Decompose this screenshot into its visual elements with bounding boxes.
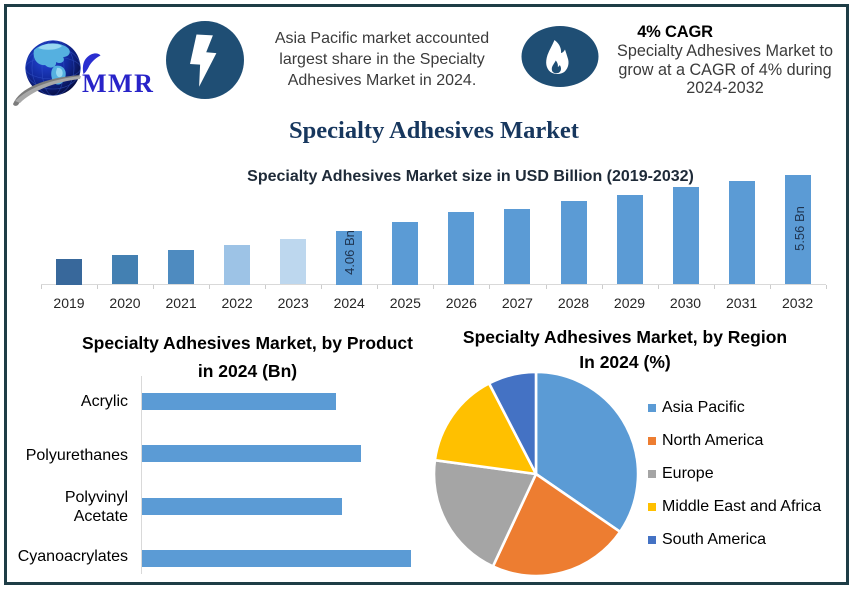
svg-text:MMR: MMR [82, 69, 154, 98]
